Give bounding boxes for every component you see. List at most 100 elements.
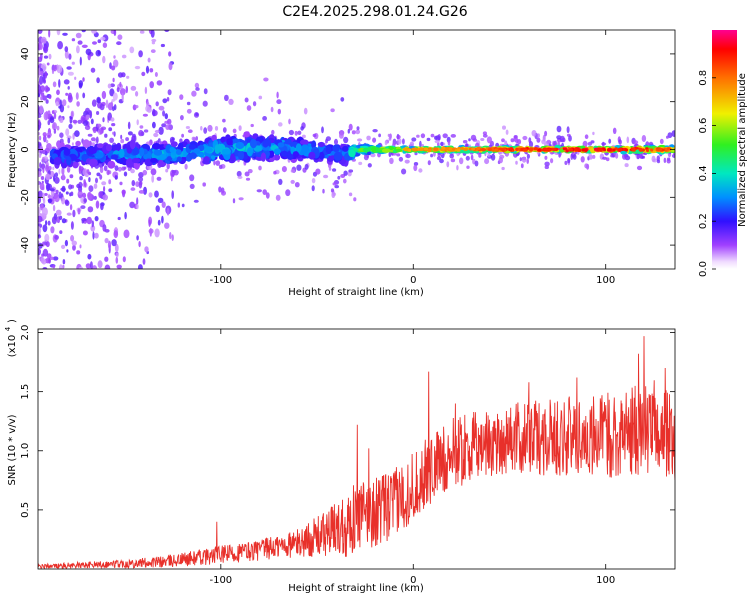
spectrogram-halo-cell [357,138,363,142]
spectrogram-band-cell [222,148,231,155]
colorbar-tick-label: 0.8 [698,70,709,86]
spectrogram-halo-cell [228,98,234,105]
spectrogram-band-cell [243,131,250,138]
spectrogram-halo-cell [612,127,617,134]
spectrogram-scatter-cell [138,264,143,269]
spectrogram-scatter-cell [52,204,56,212]
spectrogram-halo-cell [237,175,243,179]
spectrogram-ylabel: Frequency (Hz) [7,112,18,188]
spectrogram-band-cell [169,146,175,153]
spectrogram-core-cell [624,148,629,152]
spectrogram-band-cell [105,144,113,152]
spectrogram-band-cell [388,146,395,151]
colorbar-tick-label: 0.2 [698,213,709,229]
spectrogram-scatter-cell [126,75,130,79]
spectrogram-band-cell [249,138,257,149]
spectrogram-scatter-cell [131,180,136,187]
spectrogram-halo-cell [355,129,361,135]
spectrogram-halo-cell [99,166,104,173]
spectrogram-scatter-cell [113,55,116,59]
spectrogram-scatter-cell [38,190,43,198]
spectrogram-scatter-cell [38,171,42,176]
spectrogram-halo-cell [215,160,221,166]
spectrogram-halo-cell [572,154,577,160]
spectrogram-halo-cell [41,149,47,155]
spectrogram-halo-cell [559,135,565,143]
spectrogram-core-cell [574,148,579,152]
spectrogram-halo-cell [108,179,112,185]
spectrogram-scatter-cell [68,53,72,60]
spectrogram-halo-cell [84,181,87,188]
spectrogram-core-cell [494,148,499,152]
spectrogram-band-cell [151,143,161,150]
spectrogram-scatter-cell [42,132,47,137]
spectrogram-halo-cell [446,161,450,168]
spectrogram-core-cell [657,148,663,152]
spectrogram-halo-cell [162,110,166,117]
spectrogram-scatter-cell [44,85,49,93]
spectrogram-scatter-cell [78,266,84,269]
spectrogram-scatter-cell [117,34,123,40]
spectrogram-halo-cell [53,112,57,120]
spectrogram-halo-cell [138,129,144,137]
spectrogram-band-cell [75,140,81,147]
spectrogram-scatter-cell [147,57,151,63]
spectrogram-band-cell [381,148,391,153]
spectrogram-core-cell [650,148,654,152]
spectrogram-halo-cell [490,153,496,161]
spectrogram-halo-cell [187,129,193,133]
spectrogram-halo-cell [378,133,381,138]
spectrogram-scatter-cell [56,89,60,96]
spectrogram-halo-cell [418,168,423,173]
spectrogram-halo-cell [41,156,46,163]
spectrogram-halo-cell [358,161,363,166]
spectrogram-halo-cell [148,192,153,198]
spectrogram-band-cell [371,147,376,152]
spectrogram-halo-cell [143,129,149,133]
colorbar-label: Normalized spectral amplitude [737,73,748,227]
spectrogram-halo-cell [166,162,170,170]
spectrogram-halo-cell [156,176,162,181]
spectrogram-halo-cell [348,123,353,131]
spectrogram-halo-cell [396,134,401,140]
spectrogram-scatter-cell [61,185,66,193]
spectrogram-halo-cell [315,168,321,175]
spectrogram-halo-cell [416,134,420,138]
spectrogram-halo-cell [87,133,93,137]
spectrogram-scatter-cell [90,225,96,232]
spectrogram-scatter-cell [45,241,50,248]
spectrogram-ytick-label: 20 [20,95,31,108]
spectrogram-halo-cell [322,188,325,194]
spectrogram-halo-cell [633,140,639,144]
spectrogram-halo-cell [519,157,522,162]
spectrogram-core-cell [433,147,438,151]
spectrogram-halo-cell [245,177,251,181]
spectrogram-core-cell [427,148,432,153]
spectrogram-halo-cell [340,97,345,102]
spectrogram-scatter-cell [76,45,80,54]
spectrogram-scatter-cell [117,216,121,221]
spectrogram-halo-cell [339,132,344,139]
spectrogram-scatter-cell [53,64,57,72]
spectrogram-halo-cell [294,182,300,188]
spectrogram-halo-cell [387,133,391,137]
spectrogram-halo-cell [153,132,159,138]
spectrogram-scatter-cell [81,44,88,48]
spectrogram-halo-cell [556,125,562,133]
spectrogram-scatter-cell [47,198,52,204]
spectrogram-band-cell [53,157,62,166]
spectrogram-scatter-cell [62,32,68,36]
spectrogram-halo-cell [311,185,315,192]
spectrogram-halo-cell [214,125,219,131]
spectrogram-scatter-cell [74,130,80,138]
spectrogram-halo-cell [303,107,308,115]
spectrogram-scatter-cell [48,30,51,38]
spectrogram-band-cell [166,156,173,162]
spectrogram-scatter-cell [42,224,48,233]
spectrogram-band-cell [325,145,332,155]
spectrogram-halo-cell [462,140,468,144]
spectrogram-halo-cell [99,127,103,135]
spectrogram-halo-cell [161,201,166,208]
spectrogram-halo-cell [66,135,72,140]
spectrogram-scatter-cell [99,103,105,111]
